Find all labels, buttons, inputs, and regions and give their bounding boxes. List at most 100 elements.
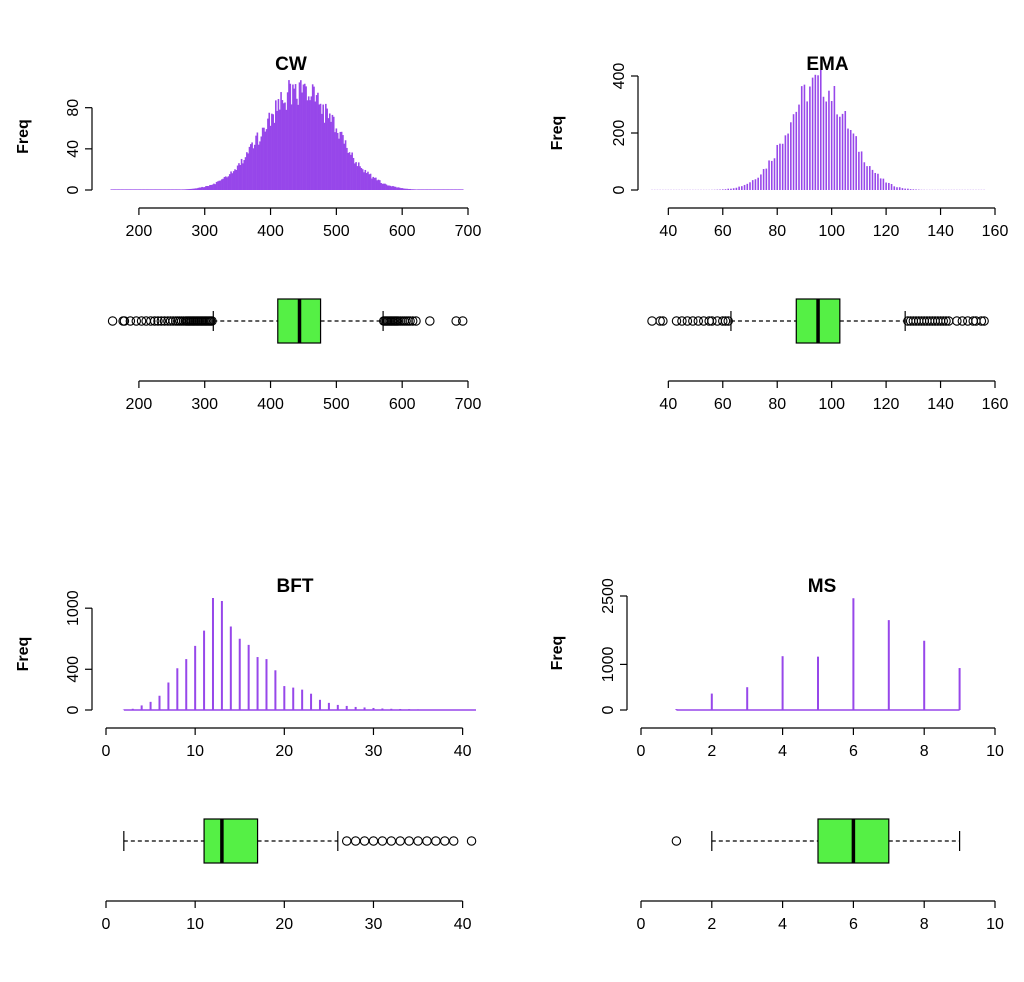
x-tick-label: 20 [275,743,293,760]
x-tick-label: 600 [389,223,416,240]
x-tick-label: 100 [818,396,845,413]
x-tick-label: 600 [389,396,416,413]
x-tick-label: 30 [365,743,383,760]
outlier-point [156,316,167,326]
x-tick-label: 140 [927,396,954,413]
outlier-point [451,316,461,326]
ema-boxplot: 40 60 80 100 120 140 160 [647,298,1009,413]
x-tick-label: 100 [818,223,845,240]
outlier-point [407,316,418,326]
outlier-point [146,316,156,326]
x-tick-label: 2 [707,916,716,933]
x-tick-label: 0 [102,916,111,933]
outlier-point [405,316,415,326]
panel-ema: EMA Freq 0 200 400 40 60 80 100 120 140 160 40 60 80 1… [549,54,1008,413]
outlier-point [404,836,414,846]
outlier-point [119,316,130,326]
x-tick-label: 6 [849,743,858,760]
x-tick-label: 700 [455,396,482,413]
x-tick-label: 80 [768,223,786,240]
x-tick-label: 400 [257,223,284,240]
cw-histogram: CW Freq 0 40 80 200 300 400 500 600 700 [15,54,481,240]
x-tick-label: 6 [849,916,858,933]
x-tick-label: 80 [768,396,786,413]
x-tick-label: 20 [275,916,293,933]
cw-boxplot: 200 300 400 500 600 700 [107,298,482,413]
outlier-point [425,316,435,326]
x-tick-label: 200 [126,396,153,413]
outlier-point [149,316,160,326]
outlier-point [957,316,968,326]
y-tick-label: 400 [65,656,82,683]
outlier-point [647,316,657,326]
x-tick-label: 4 [778,916,787,933]
panel-bft: BFT Freq 0 400 1000 0 10 20 30 40 0 10 20 30 40 [15,576,477,933]
y-axis-label: Freq [15,637,32,672]
y-tick-label: 0 [600,705,617,714]
x-tick-label: 160 [982,396,1009,413]
chart-title: CW [275,54,307,75]
outlier-point [431,836,441,846]
x-tick-label: 700 [455,223,482,240]
x-tick-label: 40 [659,396,677,413]
x-tick-label: 10 [186,916,204,933]
chart-title: MS [808,576,837,597]
y-axis-label: Freq [549,636,566,671]
outlier-point [207,316,217,326]
outlier-point [938,316,949,326]
x-tick-label: 500 [323,223,350,240]
x-tick-label: 40 [454,743,472,760]
x-tick-label: 8 [920,743,929,760]
x-tick-label: 120 [873,396,900,413]
x-tick-label: 10 [986,743,1004,760]
outlier-point [368,836,379,846]
outlier-point [677,316,687,326]
outlier-point [671,836,682,846]
chart-title: EMA [806,54,849,75]
x-tick-label: 160 [982,223,1009,240]
y-axis-label: Freq [549,116,566,151]
outlier-point [457,316,468,326]
y-tick-label: 80 [65,99,82,117]
outlier-point [952,316,962,326]
x-tick-label: 10 [186,743,204,760]
outlier-point [718,316,728,326]
x-tick-label: 10 [986,916,1004,933]
outlier-point [707,316,717,326]
outlier-point [466,836,477,846]
outlier-point [655,316,665,326]
outlier-point [693,316,704,326]
y-tick-label: 1000 [65,590,82,626]
bft-boxplot: 0 10 20 30 40 [102,818,477,933]
outlier-point [688,316,698,326]
outlier-point [422,836,432,846]
x-tick-label: 200 [126,223,153,240]
y-tick-label: 0 [65,185,82,194]
outlier-point [941,316,951,326]
x-tick-label: 500 [323,396,350,413]
outlier-point [658,316,668,326]
outlier-point [720,316,731,326]
outlier-point [979,316,989,326]
y-tick-label: 0 [611,185,628,194]
panel-ms: MS Freq 0 1000 2500 0 2 4 6 8 10 0 2 4 6 8 10 [549,576,1004,933]
outlier-point [411,316,421,326]
outlier-point [976,316,987,326]
x-tick-label: 0 [102,743,111,760]
x-tick-label: 140 [927,223,954,240]
outlier-point [341,836,352,846]
x-tick-label: 120 [873,223,900,240]
bft-histogram: BFT Freq 0 400 1000 0 10 20 30 40 [15,576,476,760]
outlier-point [723,316,733,326]
ema-histogram: EMA Freq 0 200 400 40 60 80 100 120 140 160 [549,54,1008,240]
outlier-point [153,316,163,326]
ms-histogram: MS Freq 0 1000 2500 0 2 4 6 8 10 [549,576,1004,760]
y-tick-label: 1000 [600,647,617,683]
y-tick-label: 2500 [600,578,617,614]
x-tick-label: 0 [637,916,646,933]
x-tick-label: 300 [191,223,218,240]
y-tick-label: 200 [611,120,628,147]
y-tick-label: 0 [65,705,82,714]
panel-cw: CW Freq 0 40 80 200 300 400 500 600 700 200 300 400 5… [15,54,481,413]
